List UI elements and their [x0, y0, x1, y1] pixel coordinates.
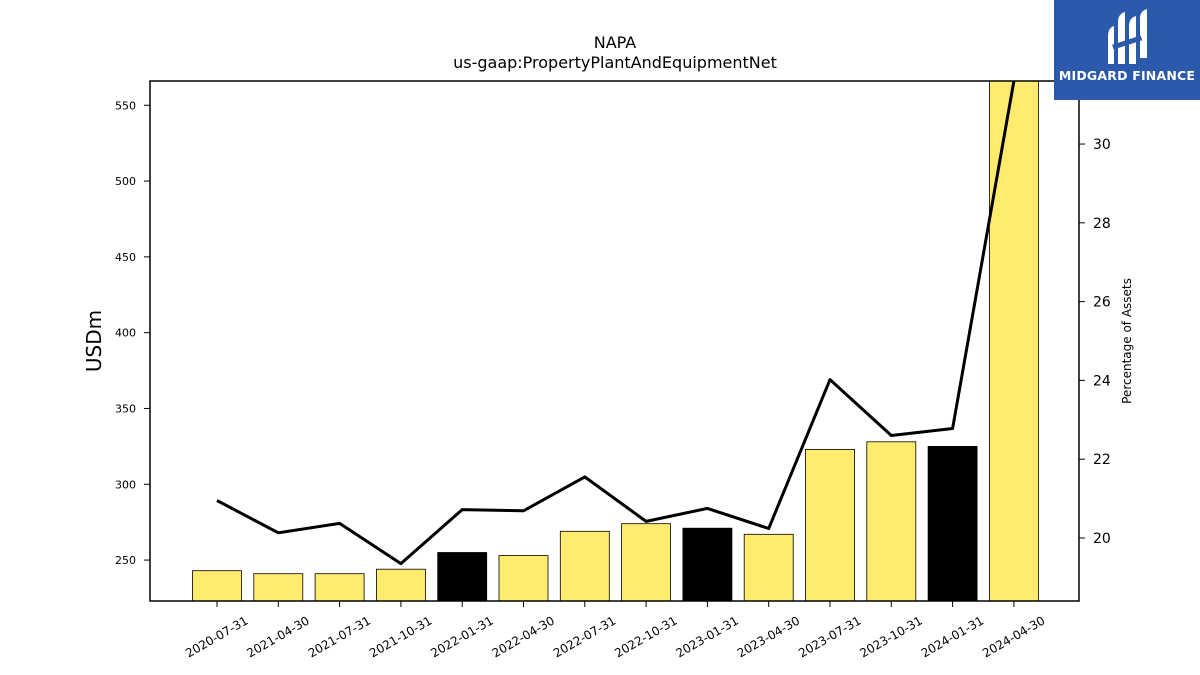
bar	[314, 573, 365, 602]
plot-frame	[149, 80, 1080, 602]
bar	[743, 533, 794, 602]
y2-ticks: 20 22 24 26 28 30	[1079, 137, 1111, 547]
y-tick-label: 550	[115, 99, 136, 112]
bar	[253, 573, 304, 602]
bar	[989, 80, 1039, 602]
y-tick-label: 400	[115, 327, 136, 340]
x-ticks: 2020-07-312021-04-302021-07-312021-10-31…	[183, 601, 1047, 660]
x-tick-label: 2023-10-31	[857, 613, 924, 660]
x-tick-label: 2023-01-31	[673, 613, 740, 660]
x-tick-label: 2022-01-31	[428, 613, 495, 660]
x-tick-label: 2023-07-31	[796, 613, 863, 660]
x-tick-label: 2022-10-31	[612, 613, 679, 660]
pct-assets-line	[216, 80, 1016, 566]
x-tick-label: 2022-07-31	[551, 613, 618, 660]
bar	[559, 530, 610, 602]
x-tick-label: 2022-04-30	[490, 613, 557, 660]
midgard-logo-icon	[1108, 9, 1147, 64]
y2-tick-label: 20	[1093, 531, 1111, 547]
y-tick-label: 350	[115, 402, 136, 415]
bar	[192, 570, 242, 602]
midgard-logo-text: MIDGARD FINANCE	[1058, 68, 1196, 83]
y2-tick-label: 24	[1093, 373, 1111, 389]
x-tick-label: 2024-04-30	[980, 613, 1047, 660]
bar	[437, 552, 488, 602]
x-tick-label: 2020-07-31	[183, 613, 250, 660]
chart-title: NAPA	[594, 33, 637, 52]
bar	[927, 445, 978, 602]
y-tick-label: 300	[115, 478, 136, 491]
bar	[621, 523, 671, 602]
midgard-logo: MIDGARD FINANCE	[1054, 0, 1200, 100]
y2-tick-label: 22	[1093, 452, 1111, 468]
x-tick-label: 2021-04-30	[244, 613, 311, 660]
y-tick-label: 450	[115, 251, 136, 264]
bars-group	[192, 80, 1039, 602]
y-tick-label: 500	[115, 175, 136, 188]
x-tick-label: 2024-01-31	[919, 613, 986, 660]
y-tick-label: 250	[115, 554, 136, 567]
y2-tick-label: 30	[1093, 137, 1111, 153]
y-ticks: 250 300 350 400 450 500 550	[115, 99, 150, 567]
bar	[805, 448, 855, 602]
chart-subtitle: us-gaap:PropertyPlantAndEquipmentNet	[453, 53, 777, 72]
x-tick-label: 2021-07-31	[306, 613, 373, 660]
bar	[866, 441, 917, 602]
y2-axis-label: Percentage of Assets	[1120, 278, 1134, 404]
bar	[498, 555, 549, 602]
y2-tick-label: 28	[1093, 216, 1111, 232]
x-tick-label: 2021-10-31	[367, 613, 434, 660]
x-tick-label: 2023-04-30	[735, 613, 802, 660]
bar	[375, 568, 426, 602]
bar	[682, 527, 733, 602]
y2-tick-label: 26	[1093, 295, 1111, 311]
line-group	[216, 80, 1016, 566]
y-axis-label: USDm	[82, 310, 106, 372]
